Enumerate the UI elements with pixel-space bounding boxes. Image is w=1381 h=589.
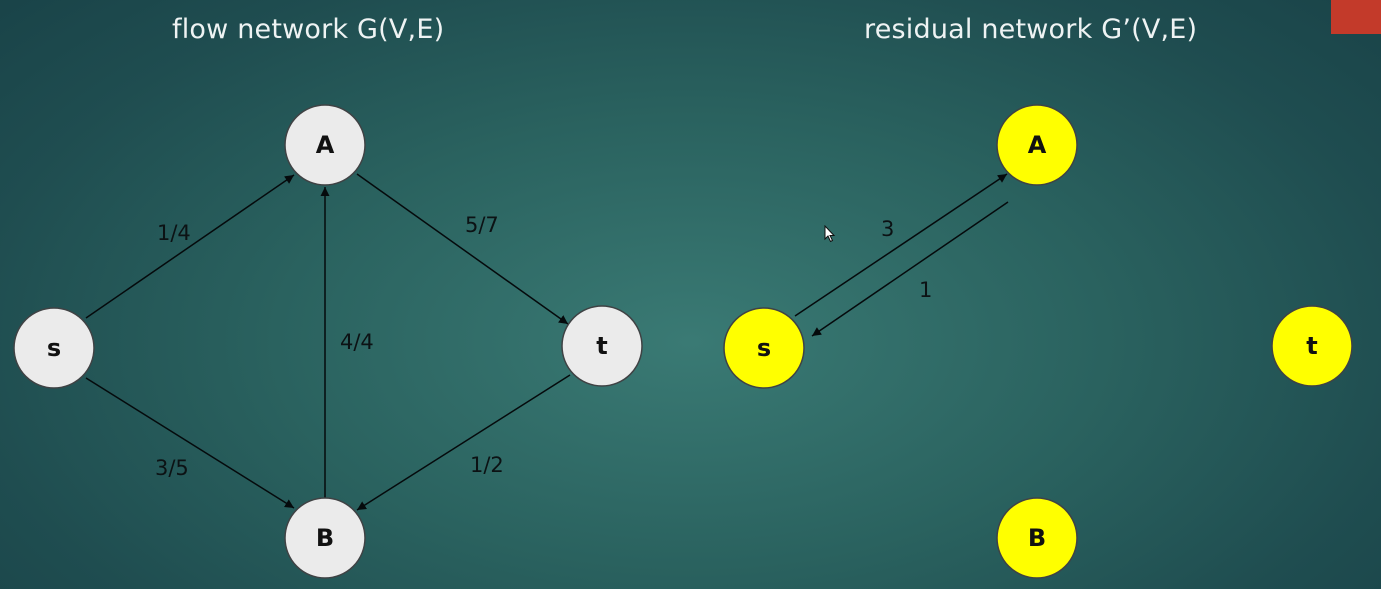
flow-node-t: t [561, 305, 643, 387]
residual-node-a-label: A [1028, 131, 1047, 159]
corner-accent-tab [1331, 0, 1381, 34]
residual-edge-label-s-a: 3 [881, 217, 894, 241]
residual-edge-a-s [811, 201, 1009, 337]
flow-node-b: B [284, 497, 366, 579]
residual-node-b: B [996, 497, 1078, 579]
residual-node-t-label: t [1306, 332, 1317, 360]
flow-edge-label-b-a: 4/4 [340, 330, 374, 354]
flow-node-b-label: B [316, 524, 334, 552]
flow-node-a: A [284, 104, 366, 186]
flow-node-s-label: s [47, 334, 61, 362]
flow-edge-label-a-t: 5/7 [465, 213, 499, 237]
residual-node-a: A [996, 104, 1078, 186]
flow-edge-s-b [85, 377, 295, 509]
residual-node-s: s [723, 307, 805, 389]
residual-network-edge-labels: 3 1 [881, 217, 932, 302]
flow-edge-label-s-b: 3/5 [155, 456, 189, 480]
flow-node-a-label: A [316, 131, 335, 159]
flow-network-edges [85, 173, 571, 511]
flow-edge-a-t [356, 173, 569, 325]
residual-node-b-label: B [1028, 524, 1046, 552]
flow-node-s: s [13, 307, 95, 389]
residual-node-t: t [1271, 305, 1353, 387]
flow-edge-label-s-a: 1/4 [157, 221, 191, 245]
residual-edge-label-a-s: 1 [919, 278, 932, 302]
flow-node-t-label: t [596, 332, 607, 360]
flow-edge-label-t-b: 1/2 [470, 453, 504, 477]
residual-node-s-label: s [757, 334, 771, 362]
residual-network-edges [794, 173, 1009, 337]
flow-network-title: flow network G(V,E) [172, 14, 445, 45]
residual-edge-s-a [794, 173, 1008, 317]
flow-edge-s-a [85, 174, 295, 319]
flow-edge-t-b [356, 374, 571, 511]
residual-network-title: residual network G’(V,E) [864, 14, 1198, 45]
mouse-cursor-icon [824, 225, 836, 243]
flow-network-edge-labels: 1/4 3/5 4/4 5/7 1/2 [155, 213, 504, 480]
